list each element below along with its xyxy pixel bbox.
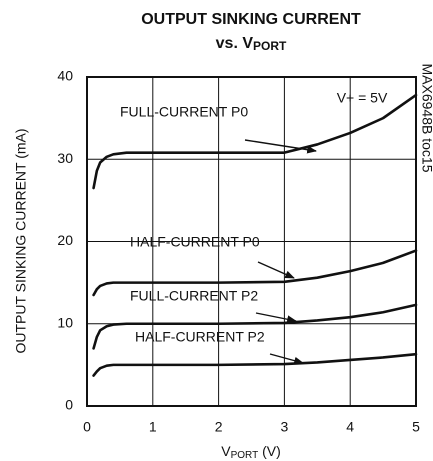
label-arrow (255, 312, 297, 324)
y-tick-label: 20 (57, 232, 73, 248)
x-tick-label: 1 (149, 419, 157, 435)
label-arrow (244, 139, 317, 154)
series-label: FULL-CURRENT P2 (130, 288, 258, 304)
series-label: HALF-CURRENT P0 (130, 234, 260, 250)
subtitle-subscript: PORT (253, 39, 287, 53)
series-label: FULL-CURRENT P0 (120, 104, 248, 120)
figure-id: MAX6948B toc15 (419, 64, 433, 173)
data-line (92, 352, 418, 377)
x-tick-label: 3 (281, 419, 289, 435)
y-tick-label: 40 (57, 68, 73, 84)
subtitle-prefix: vs. V (216, 35, 254, 52)
plot-frame (86, 76, 417, 407)
x-tick-label: 2 (215, 419, 223, 435)
series-label: HALF-CURRENT P2 (135, 329, 265, 345)
x-tick-label: 5 (412, 419, 420, 435)
x-label-prefix: V (221, 443, 231, 459)
chart-subtitle: vs. VPORT (216, 35, 287, 53)
y-tick-label: 0 (65, 397, 73, 413)
y-tick-label: 30 (57, 150, 73, 166)
data-line (92, 249, 418, 297)
x-label-subscript: PORT (231, 450, 259, 461)
x-tick-label: 4 (346, 419, 354, 435)
y-axis-label: OUTPUT SINKING CURRENT (mA) (13, 128, 29, 353)
chart-title: OUTPUT SINKING CURRENT (141, 11, 361, 28)
x-axis-label: VPORT (V) (221, 443, 281, 461)
y-tick-label: 10 (57, 314, 73, 330)
label-arrow (269, 353, 304, 365)
x-tick-label: 0 (83, 419, 91, 435)
label-arrow (257, 261, 295, 279)
x-label-suffix: (V) (258, 443, 281, 459)
data-line (92, 93, 418, 190)
data-line (92, 303, 418, 350)
condition-annotation: V+ = 5V (337, 90, 388, 106)
